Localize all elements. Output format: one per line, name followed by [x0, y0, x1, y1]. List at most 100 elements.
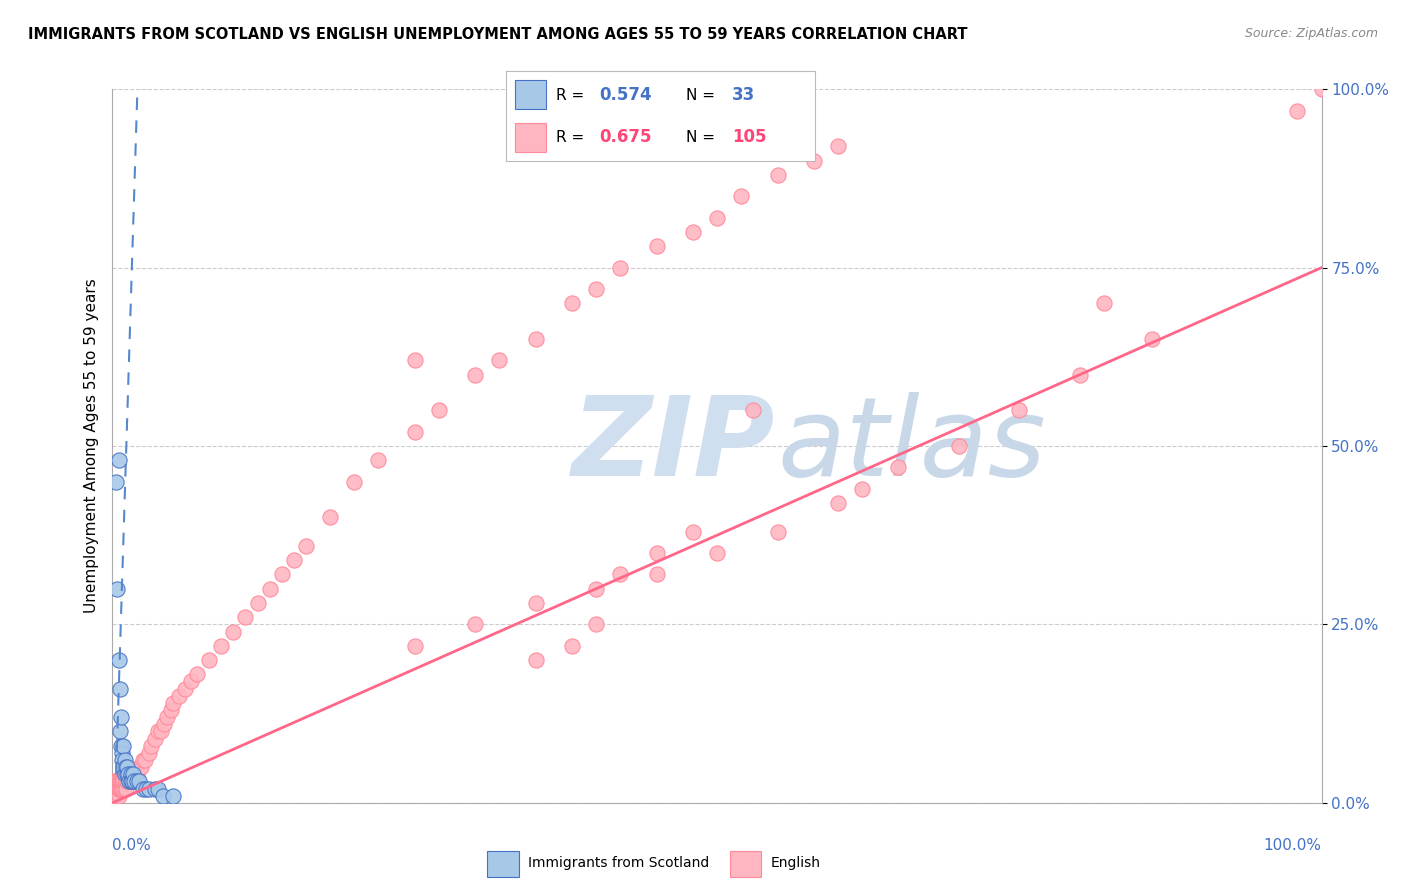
Point	[143, 781, 166, 796]
Point	[105, 781, 128, 796]
Point	[585, 617, 607, 632]
Point	[766, 168, 789, 182]
Point	[112, 781, 135, 796]
Point	[103, 789, 125, 803]
Point	[270, 567, 292, 582]
Point	[343, 475, 366, 489]
Text: R =: R =	[555, 88, 589, 103]
Point	[246, 596, 269, 610]
Point	[524, 596, 547, 610]
Point	[209, 639, 232, 653]
Point	[120, 767, 142, 781]
Point	[105, 789, 128, 803]
Point	[295, 539, 318, 553]
Point	[118, 767, 141, 781]
Point	[488, 353, 510, 368]
Point	[135, 781, 157, 796]
Point	[404, 353, 426, 368]
Point	[104, 781, 127, 796]
Text: 0.574: 0.574	[599, 87, 651, 104]
Point	[115, 774, 138, 789]
Point	[222, 624, 245, 639]
Point	[108, 781, 131, 796]
Point	[120, 774, 142, 789]
Point	[319, 510, 342, 524]
Point	[118, 774, 141, 789]
Point	[111, 753, 134, 767]
Point	[122, 774, 145, 789]
Point	[107, 453, 129, 467]
Point	[114, 781, 136, 796]
Point	[464, 368, 486, 382]
Point	[235, 610, 257, 624]
Point	[524, 653, 547, 667]
Point	[585, 582, 607, 596]
Point	[152, 789, 174, 803]
Point	[115, 767, 138, 781]
Point	[524, 332, 547, 346]
Point	[131, 760, 153, 774]
Point	[121, 774, 143, 789]
Point	[149, 724, 172, 739]
Point	[730, 189, 752, 203]
Point	[107, 781, 129, 796]
Point	[742, 403, 765, 417]
Point	[114, 774, 136, 789]
Point	[108, 724, 131, 739]
Point	[259, 582, 281, 596]
Point	[105, 781, 128, 796]
Point	[143, 731, 166, 746]
Point	[132, 781, 155, 796]
Point	[110, 781, 132, 796]
Point	[706, 546, 728, 560]
Point	[121, 767, 143, 781]
Point	[766, 524, 789, 539]
Point	[167, 689, 190, 703]
Point	[682, 524, 704, 539]
Point	[114, 781, 136, 796]
Point	[174, 681, 197, 696]
Point	[105, 774, 128, 789]
Point	[585, 282, 607, 296]
Point	[645, 239, 668, 253]
Point	[117, 774, 139, 789]
Bar	[516, 123, 547, 152]
Point	[108, 781, 131, 796]
Y-axis label: Unemployment Among Ages 55 to 59 years: Unemployment Among Ages 55 to 59 years	[83, 278, 98, 614]
Point	[645, 567, 668, 582]
Point	[125, 767, 148, 781]
Point	[561, 296, 583, 310]
Point	[107, 789, 129, 803]
Point	[103, 781, 125, 796]
Bar	[516, 80, 547, 109]
Point	[104, 774, 127, 789]
Point	[148, 781, 170, 796]
Text: atlas: atlas	[778, 392, 1046, 500]
Point	[827, 496, 849, 510]
Point	[122, 774, 145, 789]
Point	[110, 774, 132, 789]
Point	[114, 760, 136, 774]
Point	[162, 789, 184, 803]
Point	[134, 753, 156, 767]
Point	[404, 425, 426, 439]
Text: N =: N =	[686, 88, 720, 103]
Point	[141, 739, 163, 753]
Text: Source: ZipAtlas.com: Source: ZipAtlas.com	[1244, 27, 1378, 40]
Point	[122, 767, 145, 781]
Point	[138, 781, 160, 796]
Point	[122, 767, 145, 781]
Point	[105, 774, 128, 789]
Text: IMMIGRANTS FROM SCOTLAND VS ENGLISH UNEMPLOYMENT AMONG AGES 55 TO 59 YEARS CORRE: IMMIGRANTS FROM SCOTLAND VS ENGLISH UNEM…	[28, 27, 967, 42]
Text: 0.675: 0.675	[599, 128, 651, 146]
Point	[948, 439, 970, 453]
Point	[132, 753, 155, 767]
Bar	[486, 851, 519, 877]
Point	[128, 760, 150, 774]
Point	[404, 639, 426, 653]
Point	[162, 696, 184, 710]
Point	[153, 717, 176, 731]
Point	[186, 667, 208, 681]
Point	[112, 760, 135, 774]
Point	[645, 546, 668, 560]
